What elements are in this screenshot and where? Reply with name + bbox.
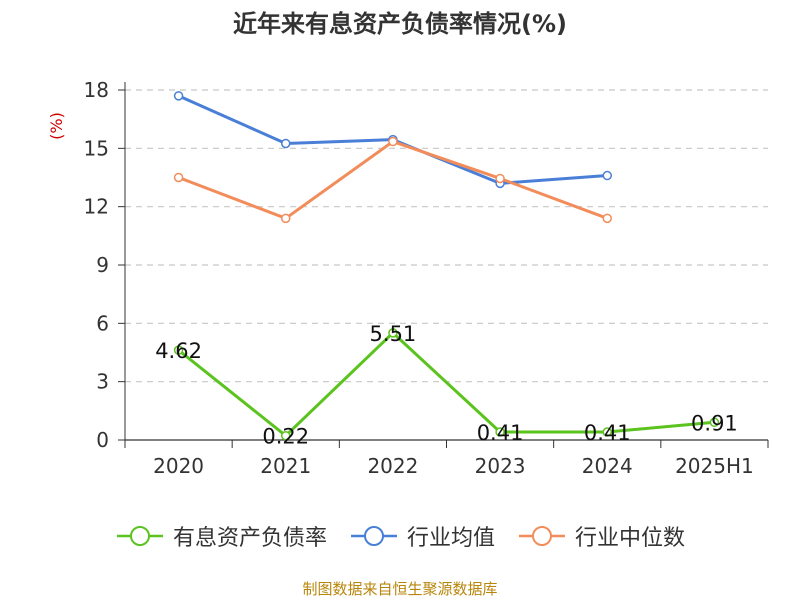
legend-label: 行业均值 [406, 526, 495, 551]
legend-marker-icon [116, 526, 163, 546]
data-labels: 4.62 0.22 5.51 0.41 0.41 0.91 [155, 322, 738, 449]
data-point [602, 213, 612, 224]
y-axis: 0 3 6 9 12 15 18 [84, 78, 126, 452]
y-tick-label: 15 [84, 136, 109, 160]
x-tick-label: 2024 [582, 454, 633, 478]
data-point [281, 430, 291, 441]
data-point [495, 173, 505, 184]
data-label: 5.51 [370, 322, 417, 346]
legend-label: 有息资产负债率 [172, 526, 327, 551]
y-tick-label: 9 [96, 253, 109, 277]
legend-item[interactable]: 有息资产负债率 [115, 520, 327, 552]
x-tick-label: 2023 [475, 454, 526, 478]
y-tick-label: 6 [96, 311, 109, 335]
x-tick-label: 2022 [367, 454, 418, 478]
x-tick-label: 2025H1 [675, 454, 754, 478]
grid-lines [125, 89, 768, 383]
data-point [173, 345, 184, 355]
legend-marker-icon [350, 526, 397, 546]
data-point [173, 172, 184, 183]
data-label: 0.91 [691, 411, 738, 435]
data-point [388, 136, 398, 147]
data-label: 0.22 [262, 425, 309, 449]
y-tick-label: 3 [96, 370, 109, 394]
data-point [173, 91, 184, 101]
data-point [495, 427, 505, 437]
y-axis-label: (%) [47, 112, 66, 140]
legend-label: 行业中位数 [575, 526, 686, 551]
chart-title: 近年来有息资产负债率情况(%) [233, 10, 567, 38]
series-line [177, 331, 716, 438]
legend: 有息资产负债率 行业均值 行业中位数 [0, 520, 800, 552]
legend-marker-icon [519, 526, 565, 546]
data-point [388, 328, 398, 338]
y-tick-label: 18 [84, 78, 109, 102]
source-note: 制图数据来自恒生聚源数据库 [302, 580, 498, 598]
data-label: 0.41 [584, 421, 631, 445]
x-tick-label: 2020 [153, 454, 204, 478]
data-point [602, 427, 612, 437]
legend-item[interactable]: 行业中位数 [517, 520, 685, 552]
y-tick-label: 0 [96, 428, 109, 452]
x-axis: 2020 2021 2022 2023 2024 2025H1 [124, 439, 769, 478]
data-point [602, 170, 612, 181]
data-point [709, 417, 720, 428]
x-tick-label: 2021 [260, 454, 311, 478]
legend-item[interactable]: 行业均值 [349, 520, 495, 552]
y-tick-label: 12 [84, 195, 109, 219]
data-point [281, 213, 291, 224]
data-point [281, 138, 291, 149]
series-lines [173, 91, 720, 441]
data-label: 0.41 [477, 421, 524, 445]
data-label: 4.62 [155, 339, 202, 363]
